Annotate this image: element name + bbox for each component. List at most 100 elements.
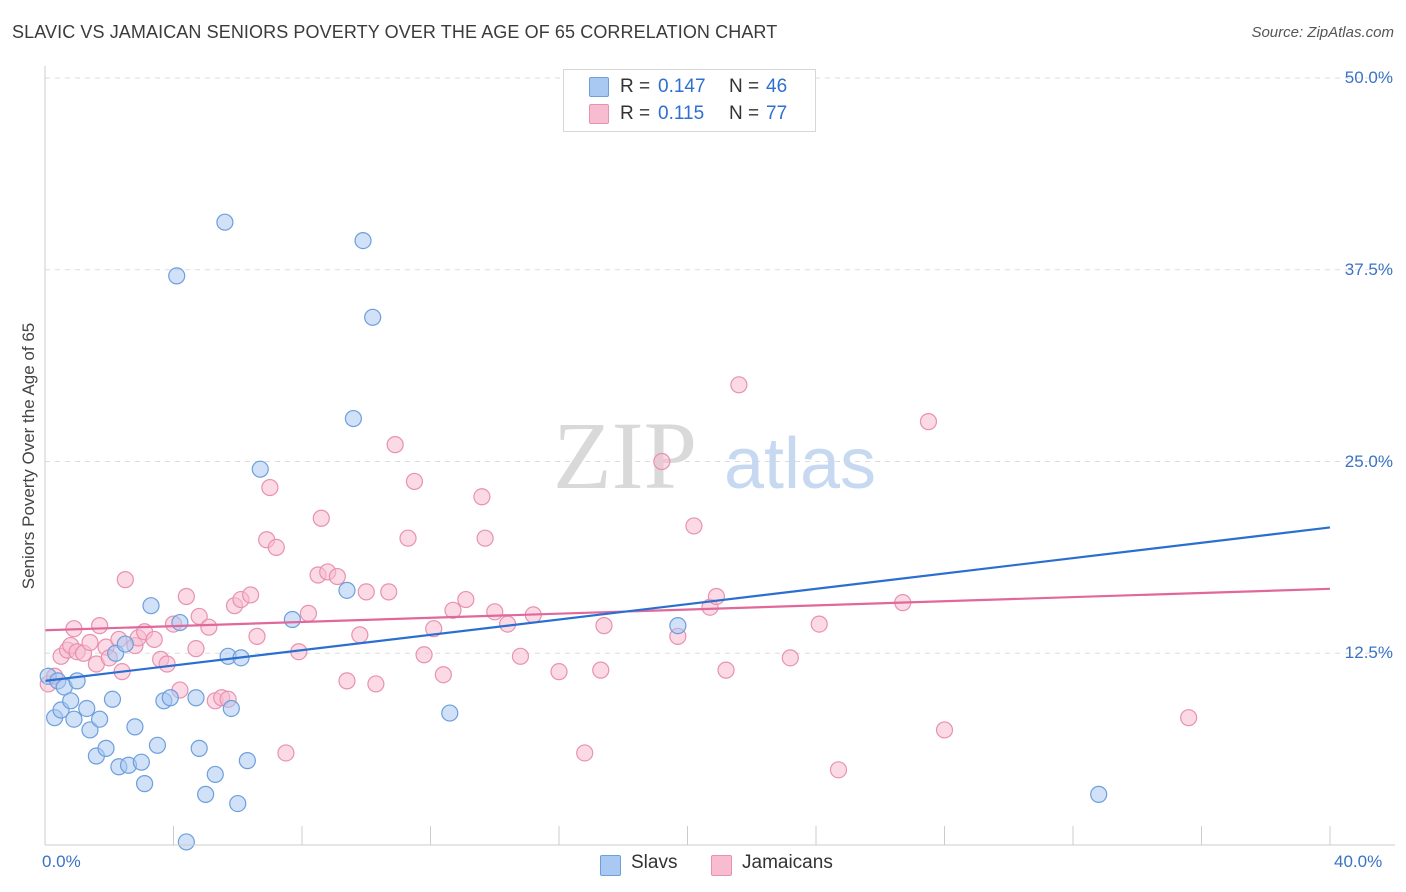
jamaicans-point: [576, 744, 594, 762]
jamaicans-point: [829, 761, 848, 779]
y-tick-label: 37.5%: [1344, 259, 1393, 279]
jamaicans-point: [177, 587, 195, 606]
legend-swatch-slavs: [589, 77, 609, 97]
legend-n-label: N =: [729, 76, 760, 97]
slavs-point: [229, 794, 247, 813]
jamaicans-point: [187, 640, 205, 658]
slavs-point: [148, 736, 167, 754]
jamaicans-point: [781, 649, 799, 667]
jamaicans-point: [717, 661, 735, 679]
jamaicans-trend-line: [44, 587, 1331, 632]
jamaicans-point: [730, 376, 748, 394]
legend-n-label: N =: [729, 103, 760, 124]
jamaicans-point: [685, 517, 703, 535]
legend-r-label: R =: [620, 103, 651, 124]
jamaicans-point: [116, 571, 134, 589]
watermark-atlas: atlas: [724, 424, 876, 504]
slavs-point: [161, 689, 179, 707]
jamaicans-point: [444, 601, 462, 619]
bottom-legend-swatch-slavs: [600, 855, 621, 876]
slavs-point: [65, 710, 83, 728]
jamaicans-point: [267, 538, 285, 557]
slavs-point: [91, 710, 109, 728]
bottom-legend-swatch-jamaicans: [711, 855, 732, 876]
watermark-zip: ZIP: [553, 402, 697, 509]
slavs-point: [216, 213, 234, 231]
jamaicans-point: [919, 413, 938, 431]
slavs-point: [62, 692, 80, 710]
jamaicans-point: [367, 675, 385, 693]
jamaicans-point: [81, 633, 99, 652]
bottom-legend-label-jamaicans: Jamaicans: [742, 852, 833, 873]
jamaicans-point: [242, 586, 260, 604]
slavs-point: [441, 704, 459, 722]
jamaicans-point: [476, 529, 494, 547]
slavs-point: [364, 308, 382, 326]
jamaicans-point: [511, 647, 530, 665]
slavs-point: [97, 739, 115, 757]
jamaicans-point: [550, 663, 568, 681]
correlation-legend: R = 0.147 N = 46 R = 0.115 N = 77: [563, 69, 816, 132]
jamaicans-point: [312, 509, 330, 527]
y-axis-label: Seniors Poverty Over the Age of 65: [19, 322, 38, 590]
grid-layer: [45, 77, 1395, 654]
slavs-point: [1090, 785, 1108, 803]
slavs-point: [103, 690, 122, 708]
jamaicans-point: [1180, 709, 1198, 727]
slavs-point: [206, 765, 224, 784]
slavs-point: [126, 718, 144, 736]
slavs-point: [177, 833, 195, 851]
jamaicans-point: [380, 583, 398, 601]
slavs-point: [197, 785, 215, 803]
jamaicans-point: [277, 744, 295, 762]
jamaicans-point: [810, 615, 828, 633]
jamaicans-point: [486, 603, 504, 621]
jamaicans-point: [200, 618, 218, 636]
slavs-point: [190, 739, 208, 757]
legend-swatch-jamaicans: [589, 104, 609, 124]
slavs-trend-line: [44, 526, 1331, 682]
jamaicans-points: [39, 376, 1198, 779]
jamaicans-point: [299, 604, 318, 622]
jamaicans-point: [473, 488, 491, 506]
slavs-point: [187, 689, 205, 707]
slavs-point: [283, 610, 301, 629]
slavs-point: [116, 635, 134, 653]
jamaicans-point: [935, 721, 954, 739]
jamaicans-point: [386, 436, 404, 454]
slavs-point: [171, 613, 189, 632]
jamaicans-point: [399, 529, 417, 547]
jamaicans-point: [457, 590, 475, 609]
slavs-point: [168, 267, 186, 285]
legend-n-value: 77: [766, 103, 788, 124]
slavs-point: [78, 699, 96, 718]
jamaicans-point: [415, 646, 433, 664]
slavs-point: [344, 409, 362, 428]
chart-title: SLAVIC VS JAMAICAN SENIORS POVERTY OVER …: [12, 22, 778, 42]
slavs-point: [142, 597, 160, 615]
jamaicans-point: [248, 627, 266, 645]
jamaicans-point: [357, 583, 375, 601]
jamaicans-point: [91, 617, 109, 635]
slavs-points: [39, 213, 1108, 851]
jamaicans-point: [592, 661, 610, 679]
jamaicans-point: [595, 617, 613, 635]
chart-source: Source: ZipAtlas.com: [1251, 24, 1394, 41]
jamaicans-point: [425, 620, 443, 638]
axis-layer: [44, 66, 1395, 846]
slavs-point: [135, 775, 154, 793]
jamaicans-point: [351, 626, 369, 644]
y-tick-label: 25.0%: [1344, 451, 1393, 471]
slavs-point: [222, 699, 240, 718]
slavs-point: [354, 232, 372, 250]
jamaicans-point: [338, 672, 356, 690]
slavs-point: [251, 460, 269, 478]
slavs-point: [81, 721, 99, 739]
legend-r-label: R =: [620, 76, 651, 97]
x-tick-label-min: 0.0%: [42, 852, 81, 871]
jamaicans-point: [158, 655, 176, 673]
slavs-point: [238, 752, 256, 770]
jamaicans-point: [653, 452, 671, 471]
jamaicans-point: [405, 472, 424, 491]
